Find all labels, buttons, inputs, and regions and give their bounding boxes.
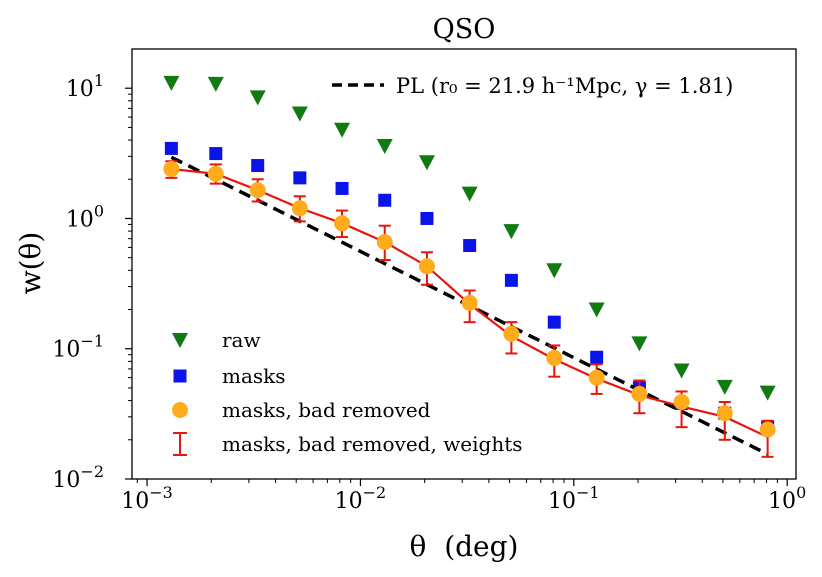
raw-point-0 xyxy=(163,75,180,91)
masks-point-8 xyxy=(504,273,518,287)
axis-ticks: 10−3 10−2 10−1 100 10−2 10−1 100 101 xyxy=(52,71,806,514)
masks-point-4 xyxy=(335,181,349,195)
raw-point-8 xyxy=(503,224,520,240)
bad-removed-point-6 xyxy=(418,258,435,275)
masks-point-0 xyxy=(164,141,178,155)
bad-removed-point-10 xyxy=(588,369,605,386)
bad-removed-point-11 xyxy=(631,385,648,402)
masks-point-5 xyxy=(378,193,392,207)
bad-removed-point-1 xyxy=(207,165,224,182)
legend-swatch-0 xyxy=(172,333,188,348)
masks-point-2 xyxy=(251,159,265,173)
masks-point-6 xyxy=(420,211,434,225)
y-axis-label-group: w(θ) xyxy=(14,232,47,295)
legend-label-0: raw xyxy=(222,328,261,352)
x-tick-label-2: 10−1 xyxy=(548,483,600,514)
bad-removed-point-8 xyxy=(503,325,520,342)
legend-powerlaw-label: PL (r₀ = 21.9 h⁻¹Mpc, γ = 1.81) xyxy=(396,74,733,98)
bad-removed-point-4 xyxy=(334,215,351,232)
raw-point-3 xyxy=(291,106,308,122)
y-axis-label: w(θ) xyxy=(14,232,47,295)
masks-point-9 xyxy=(547,315,561,329)
x-tick-label-0: 10−3 xyxy=(121,483,173,514)
plot-marks xyxy=(163,75,776,458)
y-tick-label-1: 10−1 xyxy=(52,332,104,363)
legend-label-2: masks, bad removed xyxy=(222,398,431,422)
legend-swatch-1 xyxy=(173,369,187,383)
x-tick-label-3: 100 xyxy=(768,483,806,514)
raw-point-11 xyxy=(631,336,648,352)
legend-swatch-2 xyxy=(172,402,188,418)
bad-removed-point-2 xyxy=(249,182,266,199)
legend-label-3: masks, bad removed, weights xyxy=(222,432,523,456)
raw-point-4 xyxy=(334,122,351,138)
plot-frame xyxy=(131,48,797,480)
y-tick-label-3: 101 xyxy=(66,71,104,102)
bad-removed-point-14 xyxy=(759,421,776,438)
masks-point-3 xyxy=(293,171,307,185)
bad-removed-point-7 xyxy=(461,294,478,311)
raw-point-7 xyxy=(461,186,478,202)
masks-point-10 xyxy=(590,350,604,364)
y-tick-label-2: 100 xyxy=(66,201,104,232)
bad-removed-point-5 xyxy=(376,233,393,250)
raw-point-9 xyxy=(546,263,563,279)
bad-removed-point-3 xyxy=(291,200,308,217)
legend-weights-swatch xyxy=(173,432,187,456)
raw-point-1 xyxy=(207,76,224,92)
raw-point-5 xyxy=(376,139,393,155)
legend-series: raw masks masks, bad removed masks, bad rem… xyxy=(172,328,523,456)
raw-point-12 xyxy=(673,363,690,379)
y-tick-label-0: 10−2 xyxy=(52,462,104,493)
raw-point-6 xyxy=(418,155,435,171)
raw-point-13 xyxy=(716,379,733,395)
raw-point-14 xyxy=(759,385,776,401)
legend-label-1: masks xyxy=(222,364,286,388)
raw-point-2 xyxy=(249,90,266,106)
legend-powerlaw: PL (r₀ = 21.9 h⁻¹Mpc, γ = 1.81) xyxy=(332,74,733,98)
raw-point-10 xyxy=(588,302,605,318)
bad-removed-point-9 xyxy=(546,349,563,366)
masks-point-7 xyxy=(463,239,477,253)
x-axis-label: θ (deg) xyxy=(410,530,519,563)
masks-point-1 xyxy=(209,147,223,161)
bad-removed-point-13 xyxy=(716,405,733,422)
bad-removed-point-12 xyxy=(673,394,690,411)
x-tick-label-1: 10−2 xyxy=(335,483,387,514)
bad-removed-point-0 xyxy=(163,160,180,177)
chart-title: QSO xyxy=(433,14,496,45)
